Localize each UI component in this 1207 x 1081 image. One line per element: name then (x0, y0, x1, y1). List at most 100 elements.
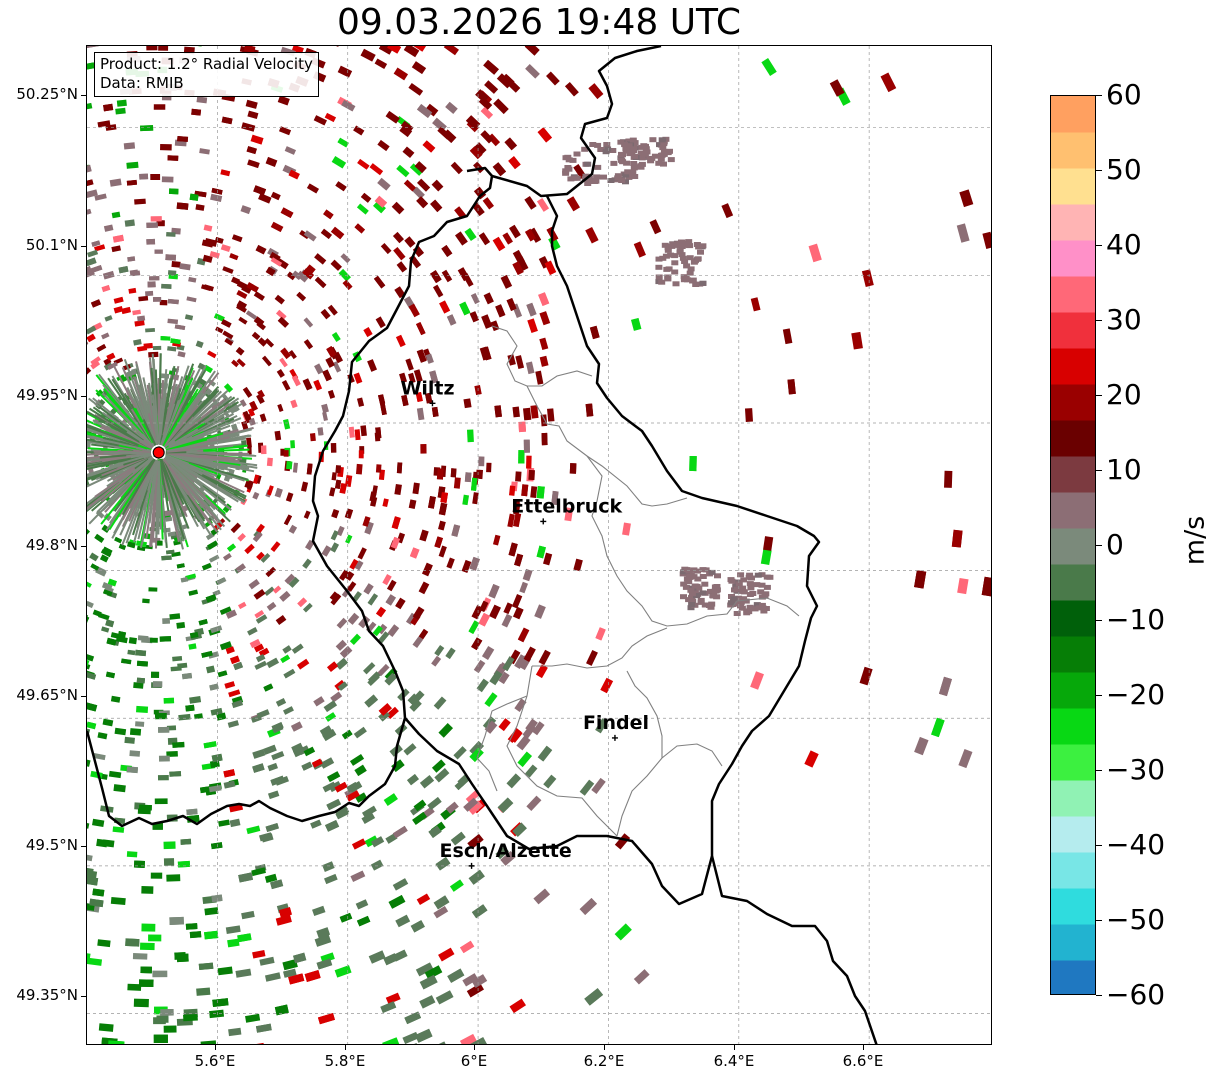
velocity-bin (581, 146, 589, 152)
velocity-bin (90, 299, 102, 308)
velocity-bin (153, 1017, 166, 1025)
velocity-bin (579, 779, 595, 796)
velocity-bin (258, 647, 270, 657)
colorbar-segment (1051, 852, 1095, 889)
velocity-bin (492, 162, 507, 177)
velocity-bin (204, 237, 218, 247)
velocity-bin (176, 622, 186, 629)
colorbar-tick-mark (1096, 395, 1102, 396)
velocity-bin (337, 137, 349, 148)
velocity-bin (683, 263, 691, 269)
velocity-bin (453, 746, 467, 760)
velocity-bin (633, 241, 646, 258)
colorbar-segment (1051, 96, 1095, 133)
velocity-bin (288, 973, 305, 985)
velocity-bin (450, 468, 457, 478)
velocity-bin (239, 399, 247, 408)
velocity-bin (87, 662, 91, 670)
colorbar-tick-mark (1096, 545, 1102, 546)
velocity-bin (195, 204, 205, 211)
lat-tick (81, 95, 86, 96)
colorbar-tick-mark (1096, 845, 1102, 846)
velocity-bin (660, 141, 668, 147)
velocity-bin (618, 151, 625, 157)
velocity-bin (573, 558, 583, 572)
velocity-field (87, 46, 991, 1045)
velocity-ray (160, 459, 190, 529)
velocity-bin (751, 606, 759, 612)
velocity-bin (227, 543, 236, 552)
velocity-bin (430, 199, 443, 213)
velocity-bin (177, 351, 186, 358)
country-borders (87, 46, 878, 1044)
velocity-bin (541, 432, 548, 446)
velocity-bin (158, 755, 170, 762)
velocity-bin (375, 316, 386, 329)
velocity-bin (747, 585, 755, 591)
velocity-bin (118, 543, 127, 550)
velocity-bin (614, 173, 622, 179)
velocity-ray (101, 392, 154, 448)
velocity-bin (305, 264, 316, 274)
velocity-bin (408, 303, 420, 318)
velocity-bin (416, 407, 425, 421)
velocity-bin (350, 870, 366, 882)
velocity-bin (530, 486, 538, 498)
velocity-bin (438, 723, 454, 738)
velocity-bin (227, 720, 240, 728)
velocity-bin (155, 540, 163, 546)
velocity-bin (87, 46, 100, 49)
velocity-bin (758, 582, 766, 588)
velocity-bin (90, 563, 100, 571)
velocity-bin (208, 651, 220, 659)
velocity-bin (118, 265, 129, 274)
velocity-bin (609, 148, 617, 153)
velocity-bin (512, 249, 525, 265)
velocity-bin (288, 524, 298, 534)
velocity-bin (288, 350, 297, 360)
velocity-bin (420, 444, 427, 454)
velocity-bin (248, 579, 260, 590)
velocity-bin (621, 142, 629, 148)
velocity-bin (210, 707, 223, 716)
velocity-bin (427, 496, 436, 509)
lat-tick (81, 546, 86, 547)
velocity-bin (454, 1044, 471, 1045)
velocity-bin (236, 280, 250, 291)
colorbar-segment (1051, 456, 1095, 493)
velocity-bin (87, 367, 92, 378)
radar-map-canvas: Wiltz Ettelbruck Findel Esch/Alzette (87, 46, 991, 1045)
velocity-bin (746, 581, 754, 587)
velocity-bin (327, 304, 338, 316)
radar-map[interactable]: Wiltz Ettelbruck Findel Esch/Alzette (86, 45, 992, 1045)
velocity-bin (114, 727, 127, 736)
velocity-bin (495, 846, 509, 860)
velocity-bin (589, 142, 597, 147)
velocity-bin (258, 193, 272, 204)
velocity-bin (591, 777, 606, 794)
velocity-bin (177, 860, 191, 868)
colorbar-tick-mark (1096, 995, 1102, 996)
velocity-bin (416, 322, 426, 336)
velocity-bin (111, 245, 122, 253)
velocity-ray (132, 407, 156, 446)
velocity-bin (280, 448, 285, 456)
velocity-bin (87, 62, 95, 71)
velocity-bin (433, 895, 450, 910)
velocity-bin (349, 558, 359, 570)
velocity-bin (282, 645, 292, 654)
velocity-bin (699, 574, 707, 579)
velocity-bin (302, 378, 313, 391)
velocity-bin (536, 197, 550, 212)
velocity-bin (378, 710, 391, 722)
velocity-bin (205, 594, 217, 603)
lat-label: 49.65°N (16, 686, 78, 704)
velocity-bin (129, 269, 139, 276)
velocity-bin (251, 867, 266, 877)
velocity-bin (169, 613, 181, 620)
velocity-bin (179, 263, 191, 271)
velocity-bin (99, 554, 109, 563)
velocity-bin (169, 916, 184, 925)
velocity-bin (300, 481, 309, 492)
velocity-bin (518, 421, 527, 433)
